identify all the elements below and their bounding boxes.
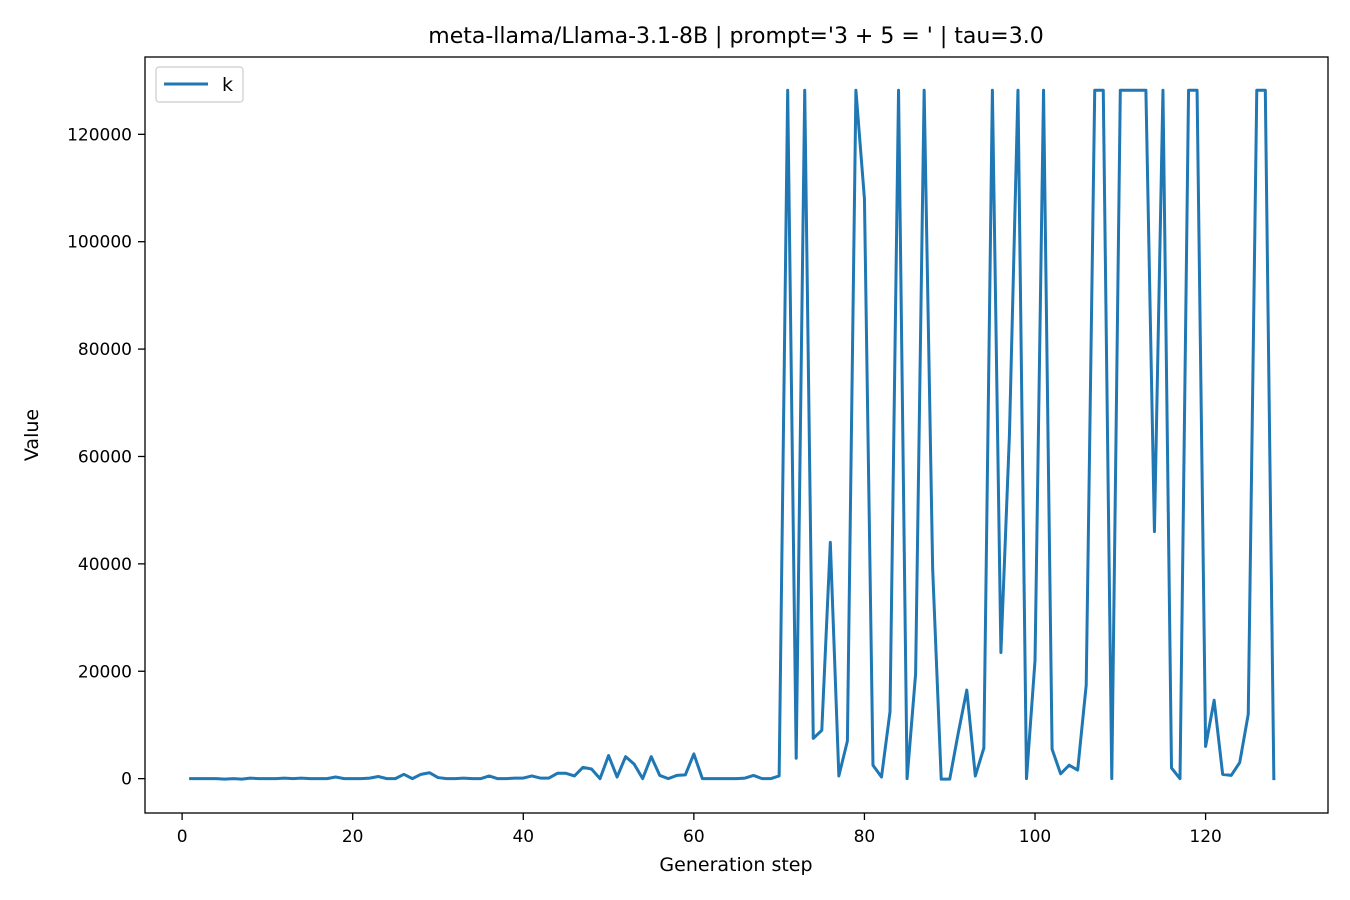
y-tick-label: 60000	[78, 447, 132, 467]
x-axis-ticks: 0 20 40 60 80 100 120	[177, 813, 1222, 847]
y-axis-label: Value	[21, 409, 43, 461]
x-tick-label: 120	[1189, 827, 1221, 847]
x-tick-label: 60	[683, 827, 705, 847]
x-tick-label: 0	[177, 827, 188, 847]
legend-label-k: k	[222, 74, 233, 96]
x-tick-label: 40	[512, 827, 534, 847]
y-tick-label: 40000	[78, 555, 132, 575]
x-axis-label: Generation step	[659, 854, 812, 876]
y-axis-ticks: 0 20000 40000 60000 80000 100000 120000	[67, 125, 145, 790]
y-tick-label: 100000	[67, 233, 132, 253]
legend: k	[155, 66, 244, 103]
y-tick-label: 80000	[78, 340, 132, 360]
plot-area	[145, 57, 1328, 813]
x-tick-label: 100	[1019, 827, 1051, 847]
y-tick-label: 0	[121, 770, 132, 790]
y-tick-label: 20000	[78, 662, 132, 682]
plot-frame	[144, 56, 1329, 814]
y-tick-label: 120000	[67, 125, 132, 145]
x-tick-label: 80	[854, 827, 876, 847]
chart-title: meta-llama/Llama-3.1-8B | prompt='3 + 5 …	[428, 24, 1043, 49]
x-tick-label: 20	[342, 827, 364, 847]
series-k-line	[189, 88, 1276, 781]
